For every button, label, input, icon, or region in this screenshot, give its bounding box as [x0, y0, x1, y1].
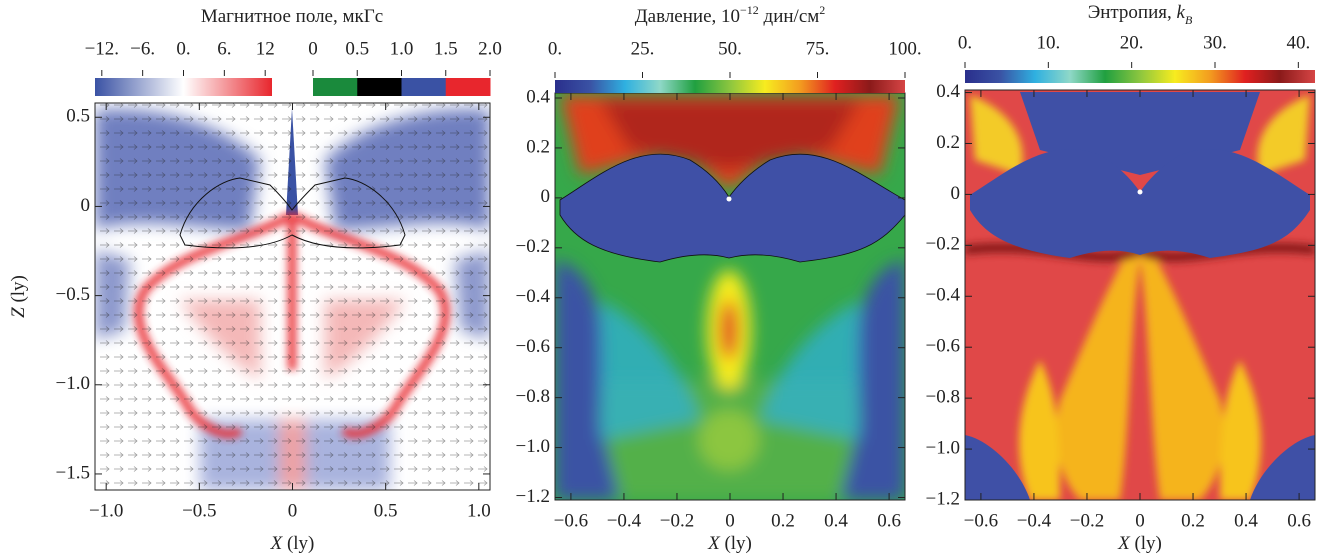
colorbar-tick-label: 20. [1120, 32, 1144, 53]
y-tick-label: −1.0 [926, 437, 960, 458]
colorbar-tick-label: −12. [85, 38, 119, 59]
y-axis-label: Z (ly) [8, 275, 29, 318]
x-tick-label: −0.6 [554, 510, 588, 531]
x-tick-label: 0 [288, 500, 298, 521]
colorbar-tick-label: 40. [1286, 32, 1310, 53]
x-tick-label: 1.0 [467, 500, 491, 521]
x-tick-label: −0.2 [660, 510, 694, 531]
y-tick-label: −1.2 [516, 486, 550, 507]
colorbar-segment [445, 78, 491, 96]
y-tick-label: 0 [951, 183, 961, 204]
x-axis-label-part: X [707, 533, 721, 554]
field-image [555, 93, 905, 500]
colorbar-tick-label: 0. [176, 38, 190, 59]
colorbar-title-part: Энтропия, [1088, 2, 1177, 23]
x-tick-label: 0.4 [824, 510, 848, 531]
y-tick-label: −0.8 [926, 386, 960, 407]
colorbar-title-part: дин/см [759, 6, 820, 27]
colorbar-tick-label: 25. [631, 38, 655, 59]
y-tick-label: −0.4 [516, 286, 551, 307]
y-tick-label: −0.5 [56, 284, 90, 305]
colorbar-tick-label: 12 [256, 38, 275, 59]
colorbar-tick-label: 10. [1036, 32, 1060, 53]
colorbar-title-part: 2 [819, 3, 825, 17]
colorbar-tick-label: 6. [217, 38, 231, 59]
x-axis-label-part: X [270, 533, 284, 554]
colorbar-tick-label: 100. [888, 38, 921, 59]
colorbar-title: Давление, 10−12 дин/см2 [635, 3, 826, 28]
y-tick-label: 0.4 [936, 81, 960, 102]
x-tick-label: 0.2 [771, 510, 795, 531]
x-tick-label: −1.0 [89, 500, 123, 521]
colorbar-title-part: k [1177, 2, 1186, 23]
field-image [965, 90, 1315, 500]
colorbar [965, 70, 1315, 83]
colorbar-tick-label: 1.0 [390, 38, 414, 59]
colorbar-segment [401, 78, 447, 96]
colorbar [95, 78, 272, 96]
colorbar-tick-label: 2.0 [478, 38, 502, 59]
y-tick-label: 0 [541, 186, 551, 207]
y-tick-label: −0.8 [516, 386, 550, 407]
y-tick-label: 0.5 [66, 106, 90, 127]
y-tick-label: −0.4 [926, 285, 961, 306]
colorbar-tick-label: 75. [806, 38, 830, 59]
y-tick-label: −1.2 [926, 488, 960, 509]
y-axis-label-part: (ly) [8, 275, 29, 307]
x-axis-label: X (ly) [707, 533, 752, 554]
x-axis-label-part: (ly) [720, 533, 752, 554]
colorbar-title: Магнитное поле, мкГс [201, 6, 383, 27]
colorbar [555, 80, 905, 93]
y-tick-label: 0 [81, 195, 91, 216]
x-tick-label: −0.6 [964, 510, 998, 531]
x-axis-label-part: X [1117, 533, 1131, 554]
colorbar-title-part: −12 [740, 3, 759, 17]
y-tick-label: −1.0 [56, 373, 90, 394]
colorbar-segment [357, 78, 402, 96]
colorbar-tick-label: 1.5 [434, 38, 458, 59]
colorbar-tick-label: 0 [308, 38, 318, 59]
x-tick-label: 0 [725, 510, 735, 531]
y-tick-label: −1.0 [516, 436, 550, 457]
colorbar-tick-label: 30. [1203, 32, 1227, 53]
x-axis-label: X (ly) [1117, 533, 1162, 554]
y-tick-label: −0.2 [926, 234, 960, 255]
x-tick-label: −0.4 [1017, 510, 1052, 531]
colorbar-title-part: Давление, 10 [635, 6, 740, 27]
colorbar-tick-label: 0. [548, 38, 562, 59]
colorbar-title-part: B [1185, 13, 1193, 27]
x-axis-label-part: (ly) [282, 533, 314, 554]
y-tick-label: −1.5 [56, 462, 90, 483]
y-axis-label-part: Z [8, 307, 29, 318]
x-tick-label: −0.2 [1070, 510, 1104, 531]
x-tick-label: 0.6 [1287, 510, 1311, 531]
x-tick-label: 0.4 [1234, 510, 1258, 531]
y-tick-label: −0.6 [926, 336, 960, 357]
x-tick-label: 0 [1135, 510, 1145, 531]
x-tick-label: −0.5 [182, 500, 216, 521]
x-tick-label: −0.4 [607, 510, 642, 531]
colorbar-tick-label: −6. [130, 38, 155, 59]
y-tick-label: −0.2 [516, 236, 550, 257]
y-tick-label: −0.6 [516, 336, 550, 357]
colorbar-title-part: Магнитное поле, мкГс [201, 6, 383, 27]
colorbar-tick-label: 0.5 [345, 38, 369, 59]
colorbar-tick-label: 50. [718, 38, 742, 59]
x-axis-label-part: (ly) [1130, 533, 1162, 554]
colorbar-segment [313, 78, 358, 96]
colorbar-title: Энтропия, kB [1088, 2, 1193, 26]
y-tick-label: 0.4 [526, 86, 550, 107]
y-tick-label: 0.2 [936, 132, 960, 153]
x-axis-label: X (ly) [270, 533, 315, 554]
y-tick-label: 0.2 [526, 136, 550, 157]
colorbar-tick-label: 0. [958, 32, 972, 53]
x-tick-label: 0.5 [374, 500, 398, 521]
x-tick-label: 0.6 [877, 510, 901, 531]
x-tick-label: 0.2 [1181, 510, 1205, 531]
field-image [95, 103, 490, 490]
